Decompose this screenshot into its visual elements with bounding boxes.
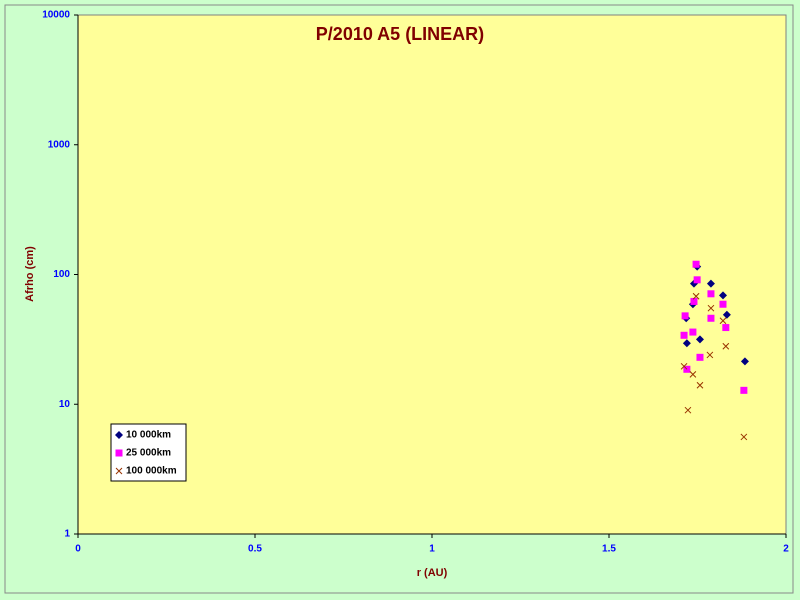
point bbox=[692, 292, 700, 300]
legend-marker bbox=[115, 431, 123, 439]
point bbox=[696, 353, 704, 361]
y-axis-label: Afrho (cm) bbox=[24, 246, 36, 302]
legend-label: 25 000km bbox=[126, 448, 171, 459]
point bbox=[706, 279, 715, 288]
point bbox=[707, 304, 715, 312]
point bbox=[693, 276, 701, 284]
point bbox=[706, 351, 714, 359]
point bbox=[684, 406, 692, 414]
x-tick-label: 0 bbox=[75, 544, 81, 555]
point bbox=[740, 357, 749, 366]
point bbox=[740, 386, 748, 394]
point bbox=[740, 433, 748, 441]
y-tick-label: 10000 bbox=[42, 10, 70, 21]
point bbox=[681, 312, 689, 320]
point bbox=[689, 370, 697, 378]
point bbox=[680, 362, 688, 370]
legend: 10 000km 25 000km 100 000km bbox=[110, 423, 187, 482]
legend-marker bbox=[115, 467, 123, 475]
chart-title: P/2010 A5 (LINEAR) bbox=[316, 24, 484, 44]
y-tick-label: 100 bbox=[53, 269, 70, 280]
chart-border bbox=[4, 4, 794, 594]
x-axis-label: r (AU) bbox=[417, 567, 448, 579]
plot-area bbox=[77, 14, 787, 535]
point bbox=[695, 335, 704, 344]
point bbox=[707, 314, 715, 322]
legend-box bbox=[110, 423, 187, 482]
point bbox=[682, 339, 691, 348]
legend-marker bbox=[115, 449, 123, 457]
x-tick-label: 1 bbox=[429, 544, 435, 555]
point bbox=[692, 260, 700, 268]
point bbox=[722, 342, 730, 350]
legend-label: 10 000km bbox=[126, 430, 171, 441]
point bbox=[680, 331, 688, 339]
y-tick-label: 10 bbox=[59, 399, 71, 410]
point bbox=[722, 310, 731, 319]
point bbox=[718, 291, 727, 300]
point bbox=[689, 328, 697, 336]
point bbox=[719, 317, 727, 325]
point bbox=[722, 324, 730, 332]
y-tick-label: 1000 bbox=[48, 139, 71, 150]
x-tick-label: 2 bbox=[783, 544, 789, 555]
y-tick-label: 1 bbox=[64, 529, 70, 540]
point bbox=[696, 381, 704, 389]
x-tick-label: 0.5 bbox=[248, 544, 262, 555]
point bbox=[690, 297, 698, 305]
point bbox=[719, 300, 727, 308]
point bbox=[707, 290, 715, 298]
legend-label: 100 000km bbox=[126, 466, 177, 477]
x-tick-label: 1.5 bbox=[602, 544, 616, 555]
